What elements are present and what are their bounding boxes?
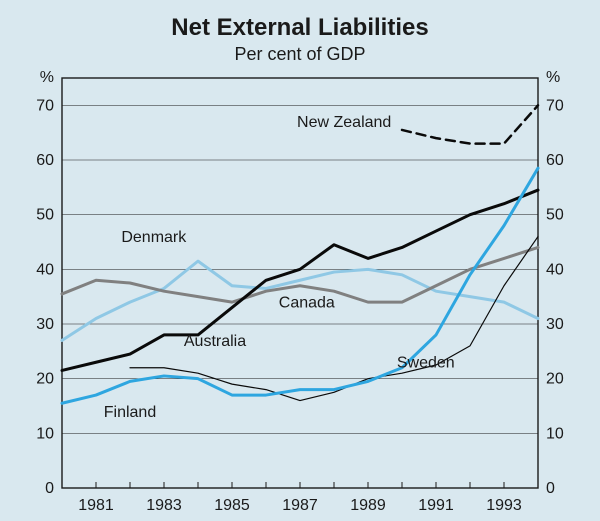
x-tick-label: 1993: [486, 497, 522, 514]
y-tick-right: 0: [546, 480, 555, 497]
series-label-australia: Australia: [184, 333, 246, 350]
series-label-canada: Canada: [279, 295, 335, 312]
chart-svg: 0 0 10 10 20 20 30 30 40 40 50 50 60 60 70 70%% 1981 1983…: [0, 0, 600, 521]
y-unit-right: %: [546, 69, 560, 86]
y-tick-right: 30: [546, 316, 564, 333]
series-line-new-zealand: [402, 105, 538, 143]
y-tick-left: 30: [36, 316, 54, 333]
chart-container: Net External Liabilities Per cent of GDP…: [0, 0, 600, 521]
y-tick-left: 0: [45, 480, 54, 497]
series-label-finland: Finland: [104, 404, 156, 421]
y-tick-left: 50: [36, 207, 54, 224]
series-label-sweden: Sweden: [397, 355, 455, 372]
x-tick-label: 1987: [282, 497, 318, 514]
y-tick-left: 40: [36, 261, 54, 278]
y-tick-left: 10: [36, 425, 54, 442]
series-label-new-zealand: New Zealand: [297, 114, 391, 131]
x-tick-label: 1985: [214, 497, 250, 514]
y-tick-right: 60: [546, 152, 564, 169]
y-tick-right: 50: [546, 207, 564, 224]
y-unit-left: %: [40, 69, 54, 86]
y-tick-right: 40: [546, 261, 564, 278]
x-tick-label: 1983: [146, 497, 182, 514]
series-line-sweden: [130, 237, 538, 401]
x-tick-label: 1991: [418, 497, 454, 514]
y-tick-right: 20: [546, 371, 564, 388]
y-tick-right: 70: [546, 97, 564, 114]
y-tick-left: 60: [36, 152, 54, 169]
y-tick-left: 20: [36, 371, 54, 388]
y-tick-left: 70: [36, 97, 54, 114]
x-tick-label: 1981: [78, 497, 114, 514]
y-tick-right: 10: [546, 425, 564, 442]
x-tick-label: 1989: [350, 497, 386, 514]
series-label-denmark: Denmark: [121, 229, 187, 246]
